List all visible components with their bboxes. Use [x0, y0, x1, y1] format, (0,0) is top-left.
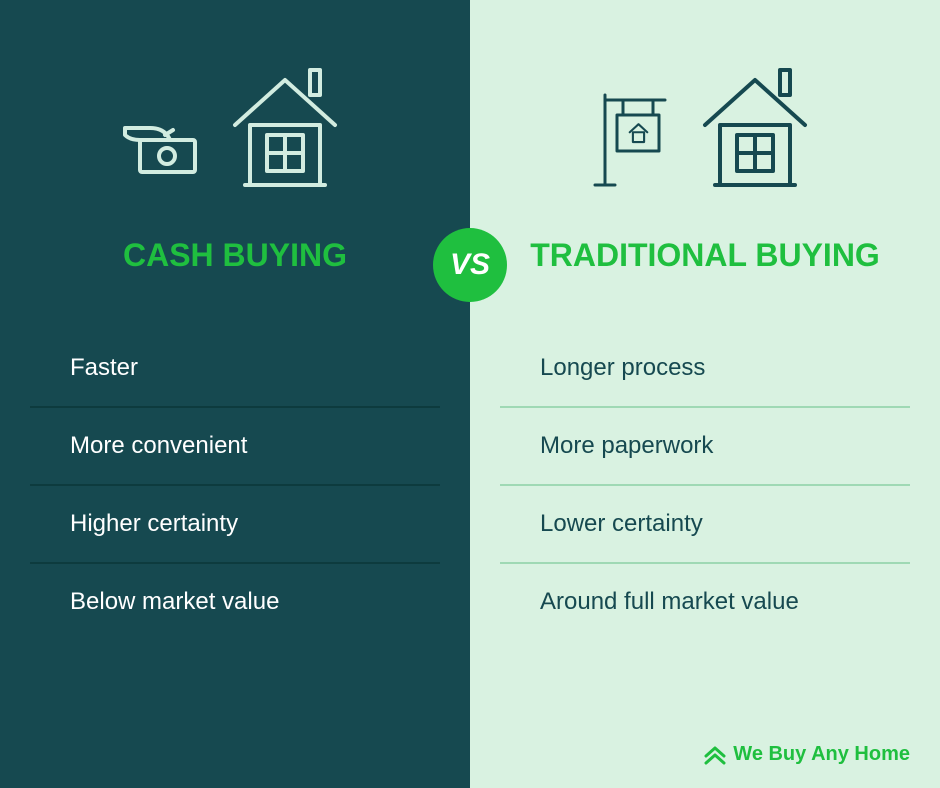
cash-house-icon [115, 50, 355, 200]
comparison-item: Below market value [30, 564, 440, 640]
left-title: CASH BUYING [30, 210, 440, 300]
left-icon-area [30, 40, 440, 210]
right-panel: TRADITIONAL BUYING Longer processMore pa… [470, 0, 940, 788]
left-items-list: FasterMore convenientHigher certaintyBel… [30, 330, 440, 758]
vs-badge: VS [433, 228, 507, 302]
brand-logo: We Buy Any Home [703, 742, 910, 766]
left-panel: CASH BUYING FasterMore convenientHigher … [0, 0, 470, 788]
brand-icon [703, 742, 727, 766]
sign-house-icon [585, 50, 825, 200]
right-items-list: Longer processMore paperworkLower certai… [500, 330, 910, 758]
comparison-item: More paperwork [500, 408, 910, 486]
comparison-item: Longer process [500, 330, 910, 408]
comparison-item: Around full market value [500, 564, 910, 640]
right-icon-area [500, 40, 910, 210]
comparison-infographic: CASH BUYING FasterMore convenientHigher … [0, 0, 940, 788]
right-title: TRADITIONAL BUYING [500, 210, 910, 300]
comparison-item: Lower certainty [500, 486, 910, 564]
comparison-item: More convenient [30, 408, 440, 486]
comparison-item: Faster [30, 330, 440, 408]
brand-text: We Buy Any Home [733, 743, 910, 766]
comparison-item: Higher certainty [30, 486, 440, 564]
